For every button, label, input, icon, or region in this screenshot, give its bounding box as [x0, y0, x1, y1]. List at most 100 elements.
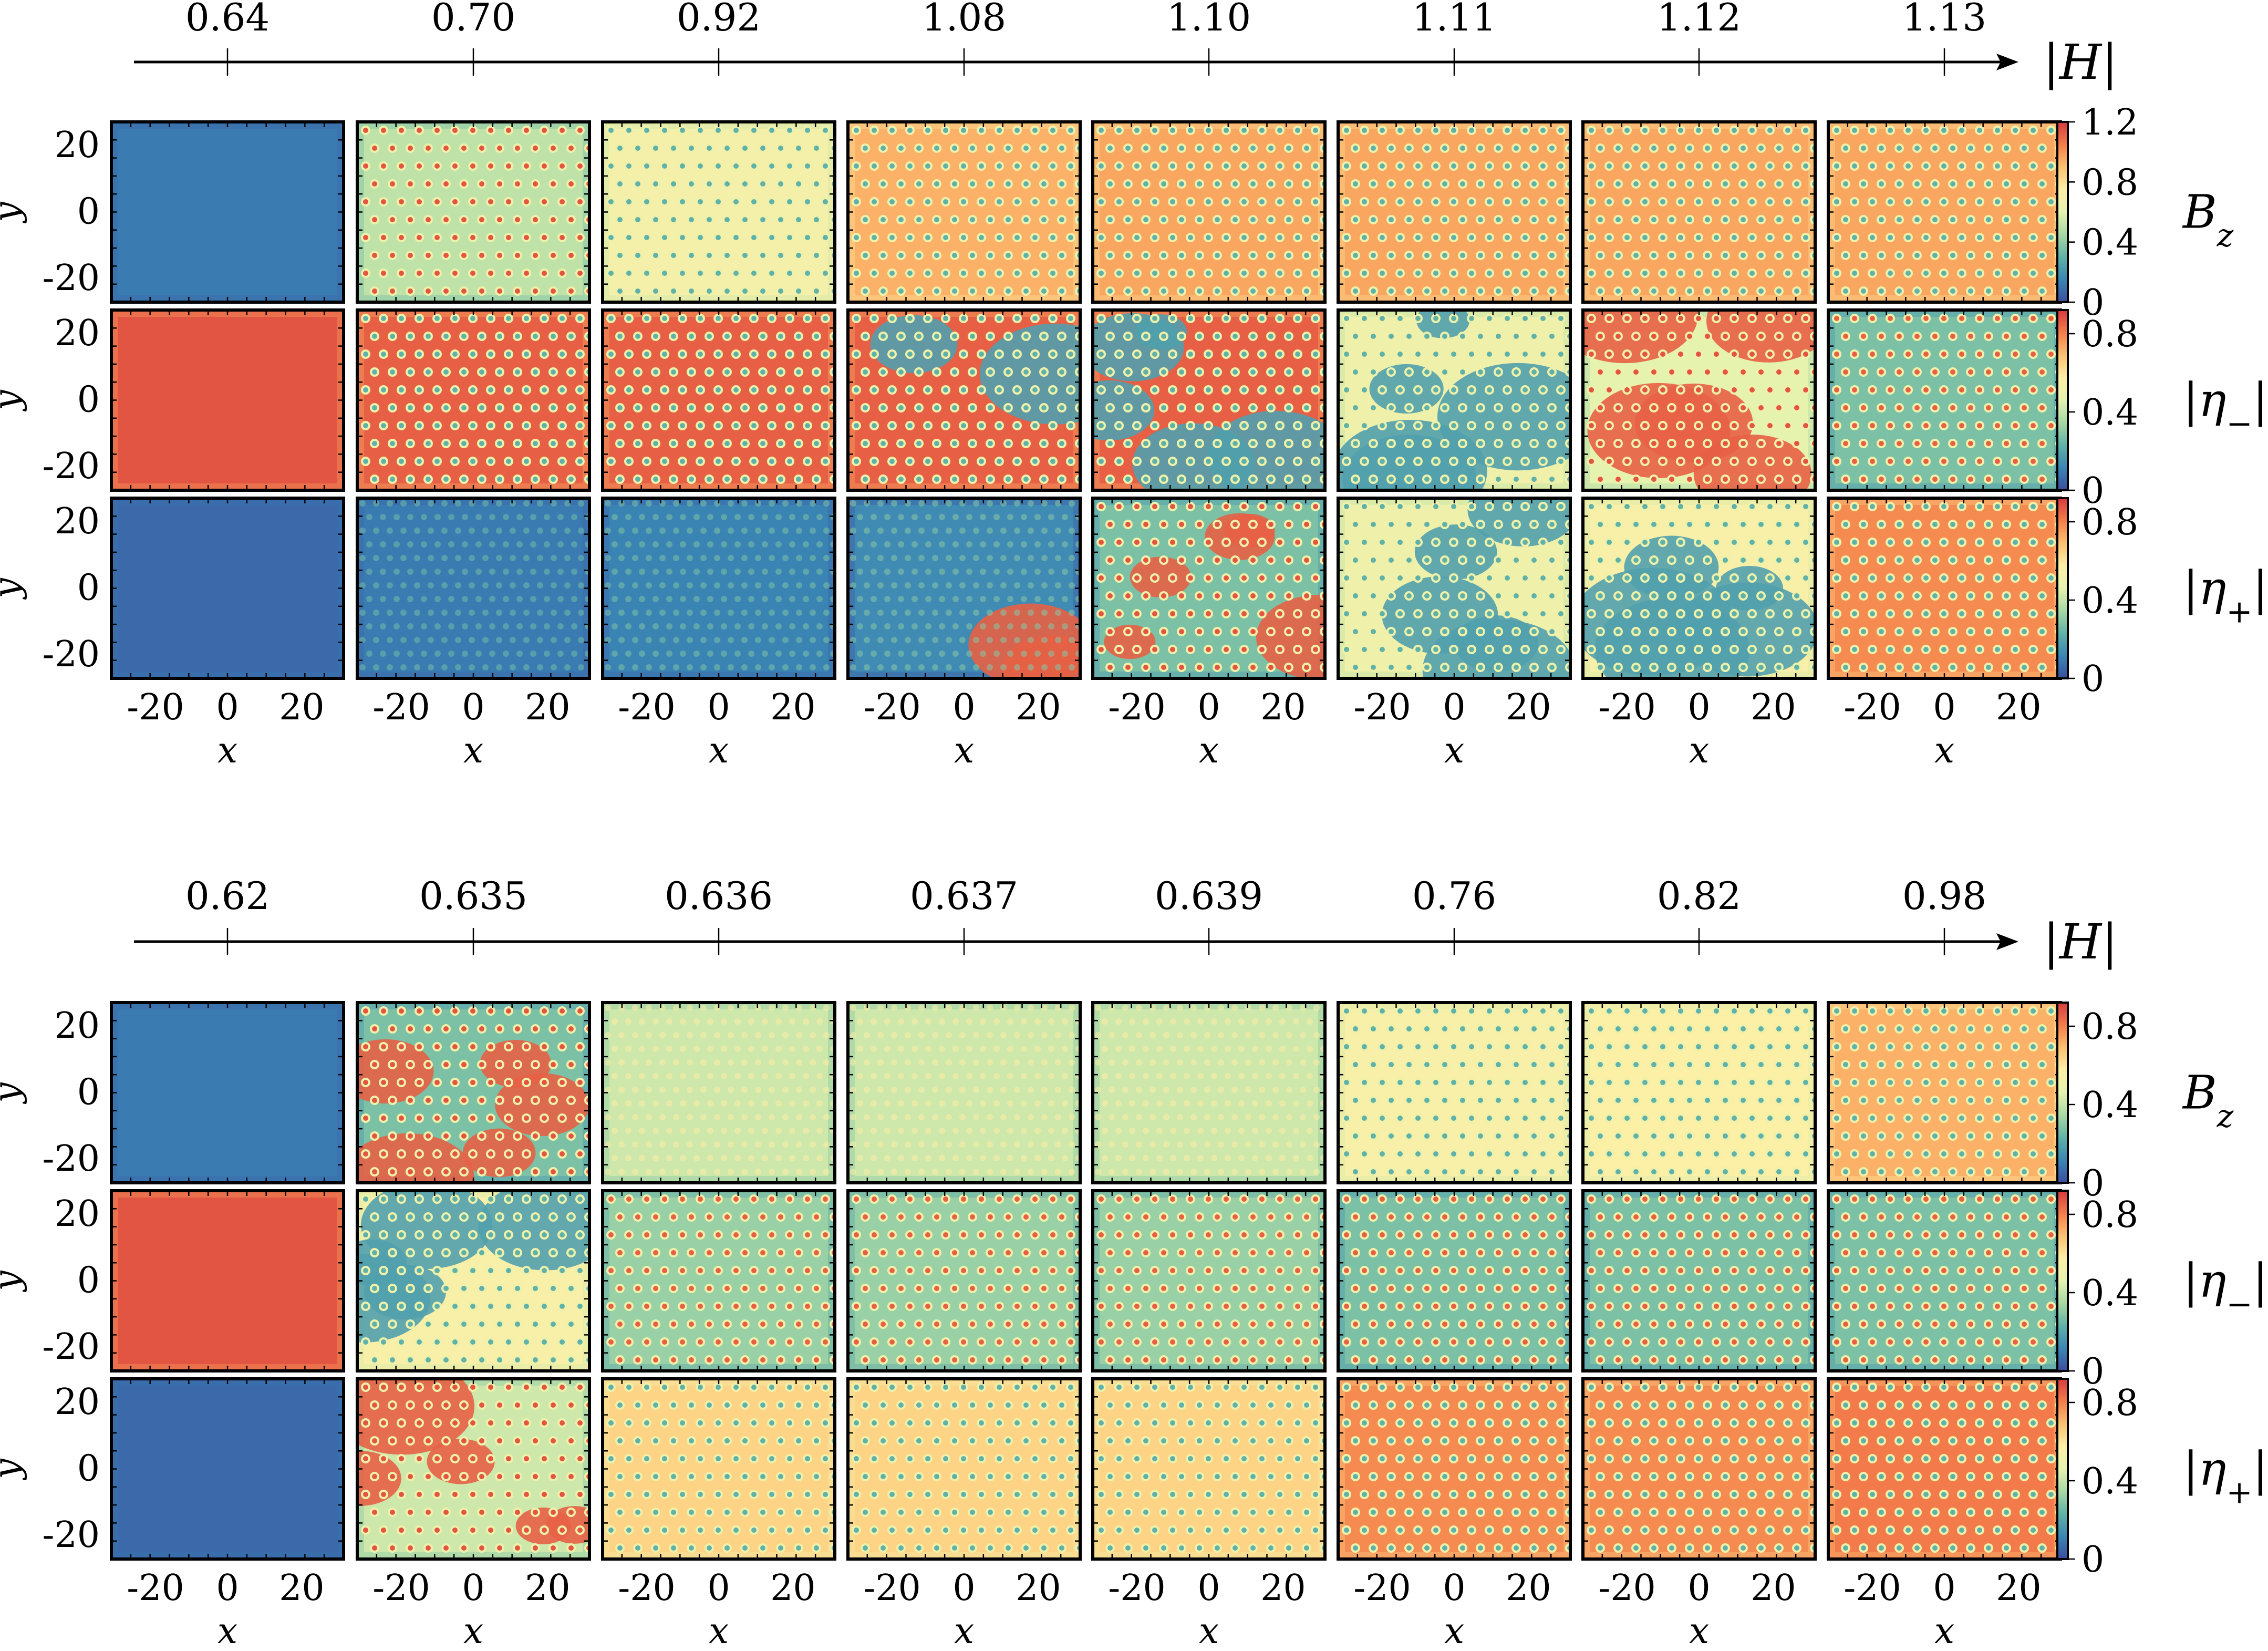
vortex-core: [1785, 352, 1790, 357]
vortex-core: [1161, 288, 1166, 294]
vortex-core: [2048, 352, 2054, 357]
vortex-core: [1250, 146, 1256, 151]
texture-spot: [789, 541, 795, 548]
vortex-core: [1897, 369, 1902, 375]
texture-spot: [728, 637, 734, 643]
texture-spot: [544, 596, 550, 602]
texture-spot: [469, 610, 475, 616]
texture-spot: [625, 514, 631, 520]
texture-spot: [734, 623, 741, 630]
vortex-core: [1362, 423, 1367, 428]
vortex-core: [617, 181, 623, 187]
row-label: |η−|: [2183, 373, 2268, 442]
texture-spot: [462, 514, 468, 520]
vortex-core: [1540, 387, 1546, 393]
texture-spot: [393, 623, 400, 630]
vortex-core: [854, 423, 859, 428]
vortex-core: [1389, 288, 1394, 294]
vortex-core: [2022, 217, 2027, 222]
vortex-core: [1487, 459, 1492, 464]
vortex-core: [863, 369, 868, 375]
vortex-core: [863, 217, 868, 222]
vortex-core: [1932, 288, 1938, 294]
texture-spot: [475, 651, 482, 657]
vortex-core: [805, 316, 810, 321]
vortex-core: [1514, 405, 1519, 410]
vortex-core: [1233, 253, 1238, 258]
vortex-core: [1785, 459, 1790, 464]
texture-spot: [755, 500, 761, 507]
vortex-core: [742, 217, 748, 222]
vortex-core: [805, 199, 810, 204]
vortex-core: [854, 459, 859, 464]
vortex-core: [680, 387, 685, 393]
vortex-core: [506, 352, 511, 357]
vortex-core: [1415, 271, 1421, 276]
vortex-core: [805, 423, 810, 428]
vortex-core: [907, 199, 913, 204]
vortex-core: [390, 477, 395, 482]
h-axis-label: |H|: [2043, 34, 2118, 90]
texture-spot: [516, 514, 523, 520]
vortex-core: [1986, 334, 1991, 339]
h-value-label: 1.13: [1902, 0, 1986, 39]
vortex-core: [488, 199, 493, 204]
vortex-core: [970, 441, 975, 446]
vortex-core: [889, 163, 895, 169]
vortex-core: [934, 334, 939, 339]
vortex-core: [1059, 369, 1064, 375]
texture-spot: [693, 541, 700, 548]
y-tick-label: 20: [54, 125, 100, 166]
vortex-core: [1834, 387, 1839, 393]
vortex-core: [1633, 369, 1639, 375]
vortex-core: [542, 459, 547, 464]
texture-spot: [441, 555, 448, 561]
vortex-core: [1143, 477, 1148, 482]
vortex-core: [1531, 288, 1537, 294]
texture-spot: [503, 569, 509, 575]
vortex-core: [1179, 369, 1184, 375]
vortex-core: [1295, 423, 1300, 428]
texture-spot: [748, 569, 754, 575]
panel-field: [1338, 310, 1570, 490]
vortex-core: [408, 369, 413, 375]
vortex-core: [1469, 459, 1474, 464]
vortex-core: [724, 181, 730, 187]
vortex-core: [1068, 128, 1073, 133]
vortex-core: [408, 253, 413, 258]
vortex-core: [1068, 199, 1073, 204]
vortex-core: [716, 271, 721, 276]
vortex-core: [1170, 387, 1175, 393]
vortex-core: [1531, 405, 1537, 410]
vortex-core: [1803, 352, 1808, 357]
vortex-core: [2048, 459, 2054, 464]
texture-spot: [359, 528, 366, 534]
vortex-core: [689, 441, 694, 446]
vortex-core: [1523, 316, 1528, 321]
vortex-core: [916, 146, 921, 151]
vortex-core: [1380, 387, 1385, 393]
vortex-core: [881, 288, 886, 294]
vortex-core: [479, 146, 484, 151]
vortex-core: [1834, 352, 1839, 357]
vortex-core: [515, 405, 520, 410]
vortex-core: [1116, 163, 1122, 169]
texture-spot: [557, 569, 564, 575]
vortex-core: [381, 235, 386, 240]
vortex-core: [399, 163, 404, 169]
vortex-core: [1233, 288, 1238, 294]
vortex-core: [617, 441, 623, 446]
vortex-core: [1558, 316, 1563, 321]
vortex-core: [751, 316, 757, 321]
vortex-core: [644, 271, 649, 276]
vortex-core: [1879, 181, 1884, 187]
vortex-core: [970, 477, 975, 482]
vortex-core: [461, 405, 467, 410]
texture-spot: [646, 610, 652, 616]
vortex-core: [1304, 146, 1309, 151]
vortex-core: [733, 128, 739, 133]
vortex-core: [1505, 423, 1510, 428]
texture-spot: [421, 569, 427, 575]
vortex-core: [1749, 459, 1755, 464]
vortex-core: [381, 352, 386, 357]
